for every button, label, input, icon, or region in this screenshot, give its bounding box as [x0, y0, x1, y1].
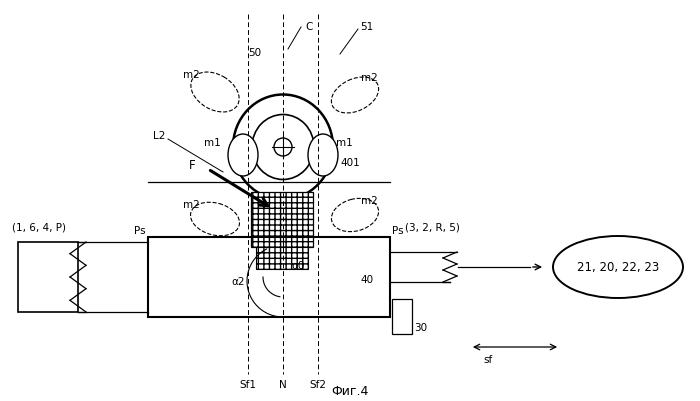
Text: m1: m1 — [336, 138, 353, 148]
Text: m2: m2 — [183, 70, 200, 80]
Bar — [392, 299, 412, 334]
Text: m2: m2 — [361, 73, 378, 83]
Text: Ps: Ps — [134, 225, 146, 235]
Text: Фиг.4: Фиг.4 — [331, 384, 369, 397]
Text: 21, 20, 22, 23: 21, 20, 22, 23 — [577, 261, 659, 274]
Bar — [256, 247, 308, 269]
Text: Sf1: Sf1 — [239, 379, 256, 389]
Text: 50: 50 — [248, 48, 261, 58]
Bar — [251, 192, 313, 247]
Text: Ps: Ps — [392, 225, 404, 235]
Text: N: N — [279, 379, 287, 389]
Text: m2: m2 — [183, 200, 200, 209]
Text: m1: m1 — [204, 138, 221, 148]
Text: L2: L2 — [153, 131, 165, 141]
Text: α0: α0 — [291, 260, 304, 270]
Ellipse shape — [228, 135, 258, 176]
Text: F: F — [188, 159, 195, 172]
Text: m2: m2 — [361, 196, 378, 205]
Text: C: C — [305, 22, 312, 32]
Text: (3, 2, R, 5): (3, 2, R, 5) — [405, 223, 460, 233]
Text: 40: 40 — [360, 274, 373, 284]
Text: α2: α2 — [231, 276, 244, 286]
Text: Sf2: Sf2 — [309, 379, 326, 389]
Text: 401: 401 — [340, 158, 360, 168]
Text: 30: 30 — [414, 322, 427, 332]
Ellipse shape — [308, 135, 338, 176]
Text: 51: 51 — [360, 22, 373, 32]
Text: sf: sf — [483, 354, 492, 364]
Ellipse shape — [252, 115, 314, 180]
Bar — [18, 242, 78, 312]
Bar — [148, 237, 390, 317]
Text: (1, 6, 4, P): (1, 6, 4, P) — [12, 223, 66, 233]
